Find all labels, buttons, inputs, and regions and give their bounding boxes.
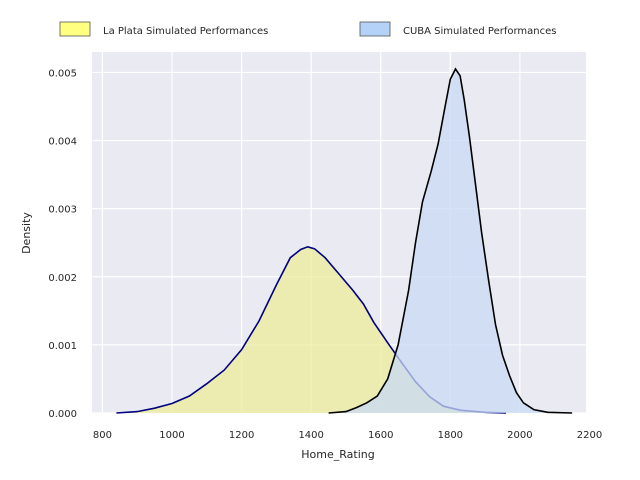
x-tick-label: 1800 — [438, 430, 463, 441]
legend-label-cuba: CUBA Simulated Performances — [403, 26, 556, 37]
y-tick-label: 0.002 — [48, 273, 77, 284]
legend-label-la-plata: La Plata Simulated Performances — [103, 26, 268, 37]
y-tick-label: 0.001 — [48, 341, 77, 352]
series-layer — [116, 67, 573, 414]
x-tick-label: 1600 — [368, 430, 393, 441]
legend-swatch-la-plata — [59, 21, 91, 37]
x-tick-label: 2200 — [577, 430, 602, 441]
density-area-series-1 — [328, 69, 573, 413]
density-line-series-1 — [328, 67, 573, 414]
y-axis-label: Density — [20, 212, 33, 254]
x-tick-label: 1200 — [229, 430, 254, 441]
x-tick-label: 1400 — [298, 430, 323, 441]
x-tick-labels: 800 1000 1200 1400 1600 1800 2000 2200 — [93, 430, 602, 441]
legend: La Plata Simulated Performances CUBA Sim… — [59, 21, 556, 37]
x-tick-label: 800 — [93, 430, 112, 441]
x-tick-label: 2000 — [507, 430, 532, 441]
y-tick-labels: 0.000 0.001 0.002 0.003 0.004 0.005 — [48, 68, 77, 420]
y-tick-label: 0.005 — [48, 68, 77, 79]
x-axis-label: Home_Rating — [301, 448, 374, 461]
y-tick-label: 0.004 — [48, 137, 77, 148]
y-tick-label: 0.000 — [48, 409, 77, 420]
y-tick-label: 0.003 — [48, 205, 77, 216]
legend-swatch-cuba — [359, 21, 391, 37]
x-tick-label: 1000 — [159, 430, 184, 441]
density-area-series-0 — [116, 246, 507, 413]
